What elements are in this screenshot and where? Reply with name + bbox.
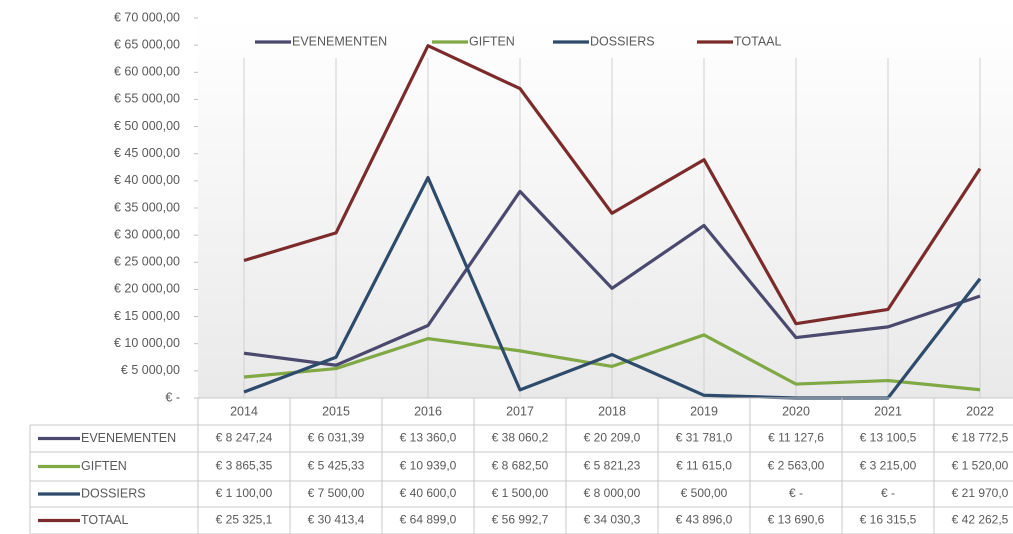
table-cell: € 13 360,0 xyxy=(400,431,457,445)
table-cell: € 16 315,5 xyxy=(860,513,917,527)
table-cell: € 11 127,6 xyxy=(768,431,824,445)
y-tick-label: € 35 000,00 xyxy=(114,200,180,214)
table-cell: € 30 413,4 xyxy=(308,513,365,527)
table-cell: € 21 970,0 xyxy=(952,486,1009,500)
legend-label: EVENEMENTEN xyxy=(292,34,387,48)
table-row-label: GIFTEN xyxy=(81,459,127,473)
table-cell: € 10 939,0 xyxy=(400,459,457,473)
y-tick-label: € 10 000,00 xyxy=(114,336,180,350)
table-cell: € 5 821,23 xyxy=(584,459,641,473)
table-cell: € 40 600,0 xyxy=(400,486,457,500)
y-tick-label: € 30 000,00 xyxy=(114,227,180,241)
y-tick-label: € 50 000,00 xyxy=(114,119,180,133)
y-tick-label: € 15 000,00 xyxy=(114,309,180,323)
x-tick-label: 2020 xyxy=(782,404,810,418)
y-tick-label: € 25 000,00 xyxy=(114,255,180,269)
table-cell: € 2 563,00 xyxy=(768,459,825,473)
table-cell: € 8 682,50 xyxy=(492,459,549,473)
y-tick-label: € 20 000,00 xyxy=(114,282,180,296)
table-cell: € 8 247,24 xyxy=(216,431,273,445)
x-tick-label: 2019 xyxy=(690,404,718,418)
table-cell: € 64 899,0 xyxy=(400,513,457,527)
table-cell: € 3 215,00 xyxy=(860,459,917,473)
y-tick-label: € - xyxy=(165,390,180,404)
table-cell: € 13 100,5 xyxy=(860,431,917,445)
table-cell: € 500,00 xyxy=(681,486,728,500)
table-cell: € - xyxy=(881,486,895,500)
table-row-label: DOSSIERS xyxy=(81,486,146,500)
table-cell: € 8 000,00 xyxy=(584,486,641,500)
table-cell: € 43 896,0 xyxy=(676,513,733,527)
table-cell: € 25 325,1 xyxy=(216,513,273,527)
plot-area xyxy=(198,18,1013,398)
table-cell: € 1 520,00 xyxy=(952,459,1009,473)
y-tick-label: € 40 000,00 xyxy=(114,173,180,187)
table-cell: € 3 865,35 xyxy=(216,459,273,473)
y-tick-label: € 5 000,00 xyxy=(121,363,180,377)
table-cell: € 31 781,0 xyxy=(676,431,733,445)
table-cell: € 42 262,5 xyxy=(952,513,1009,527)
table-row-label: TOTAAL xyxy=(81,513,129,527)
table-cell: € 34 030,3 xyxy=(584,513,641,527)
x-tick-label: 2015 xyxy=(322,404,350,418)
series-line xyxy=(243,333,981,392)
table-row-label: EVENEMENTEN xyxy=(81,431,176,445)
x-tick-label: 2018 xyxy=(598,404,626,418)
x-tick-label: 2016 xyxy=(414,404,442,418)
table-cell: € 1 500,00 xyxy=(492,486,549,500)
legend-label: GIFTEN xyxy=(469,34,515,48)
x-tick-label: 2022 xyxy=(966,404,994,418)
table-cell: € 11 615,0 xyxy=(676,459,732,473)
table-cell: € 18 772,5 xyxy=(952,431,1009,445)
table-cell: € 13 690,6 xyxy=(768,513,825,527)
table-cell: € 20 209,0 xyxy=(584,431,641,445)
table-cell: € 6 031,39 xyxy=(308,431,365,445)
table-cell: € 38 060,2 xyxy=(492,431,549,445)
x-tick-label: 2017 xyxy=(506,404,534,418)
legend-label: DOSSIERS xyxy=(590,34,655,48)
y-tick-label: € 65 000,00 xyxy=(114,37,180,51)
table-cell: € - xyxy=(789,486,803,500)
table-cell: € 7 500,00 xyxy=(308,486,365,500)
y-tick-label: € 70 000,00 xyxy=(114,10,180,24)
y-tick-label: € 60 000,00 xyxy=(114,65,180,79)
series-line xyxy=(243,189,981,367)
series-line xyxy=(243,44,982,326)
x-tick-label: 2021 xyxy=(874,404,902,418)
legend-label: TOTAAL xyxy=(734,34,782,48)
y-tick-label: € 55 000,00 xyxy=(114,92,180,106)
table-cell: € 56 992,7 xyxy=(492,513,549,527)
table-cell: € 1 100,00 xyxy=(216,486,273,500)
table-cell: € 5 425,33 xyxy=(308,459,365,473)
x-tick-label: 2014 xyxy=(230,404,258,418)
y-tick-label: € 45 000,00 xyxy=(114,146,180,160)
